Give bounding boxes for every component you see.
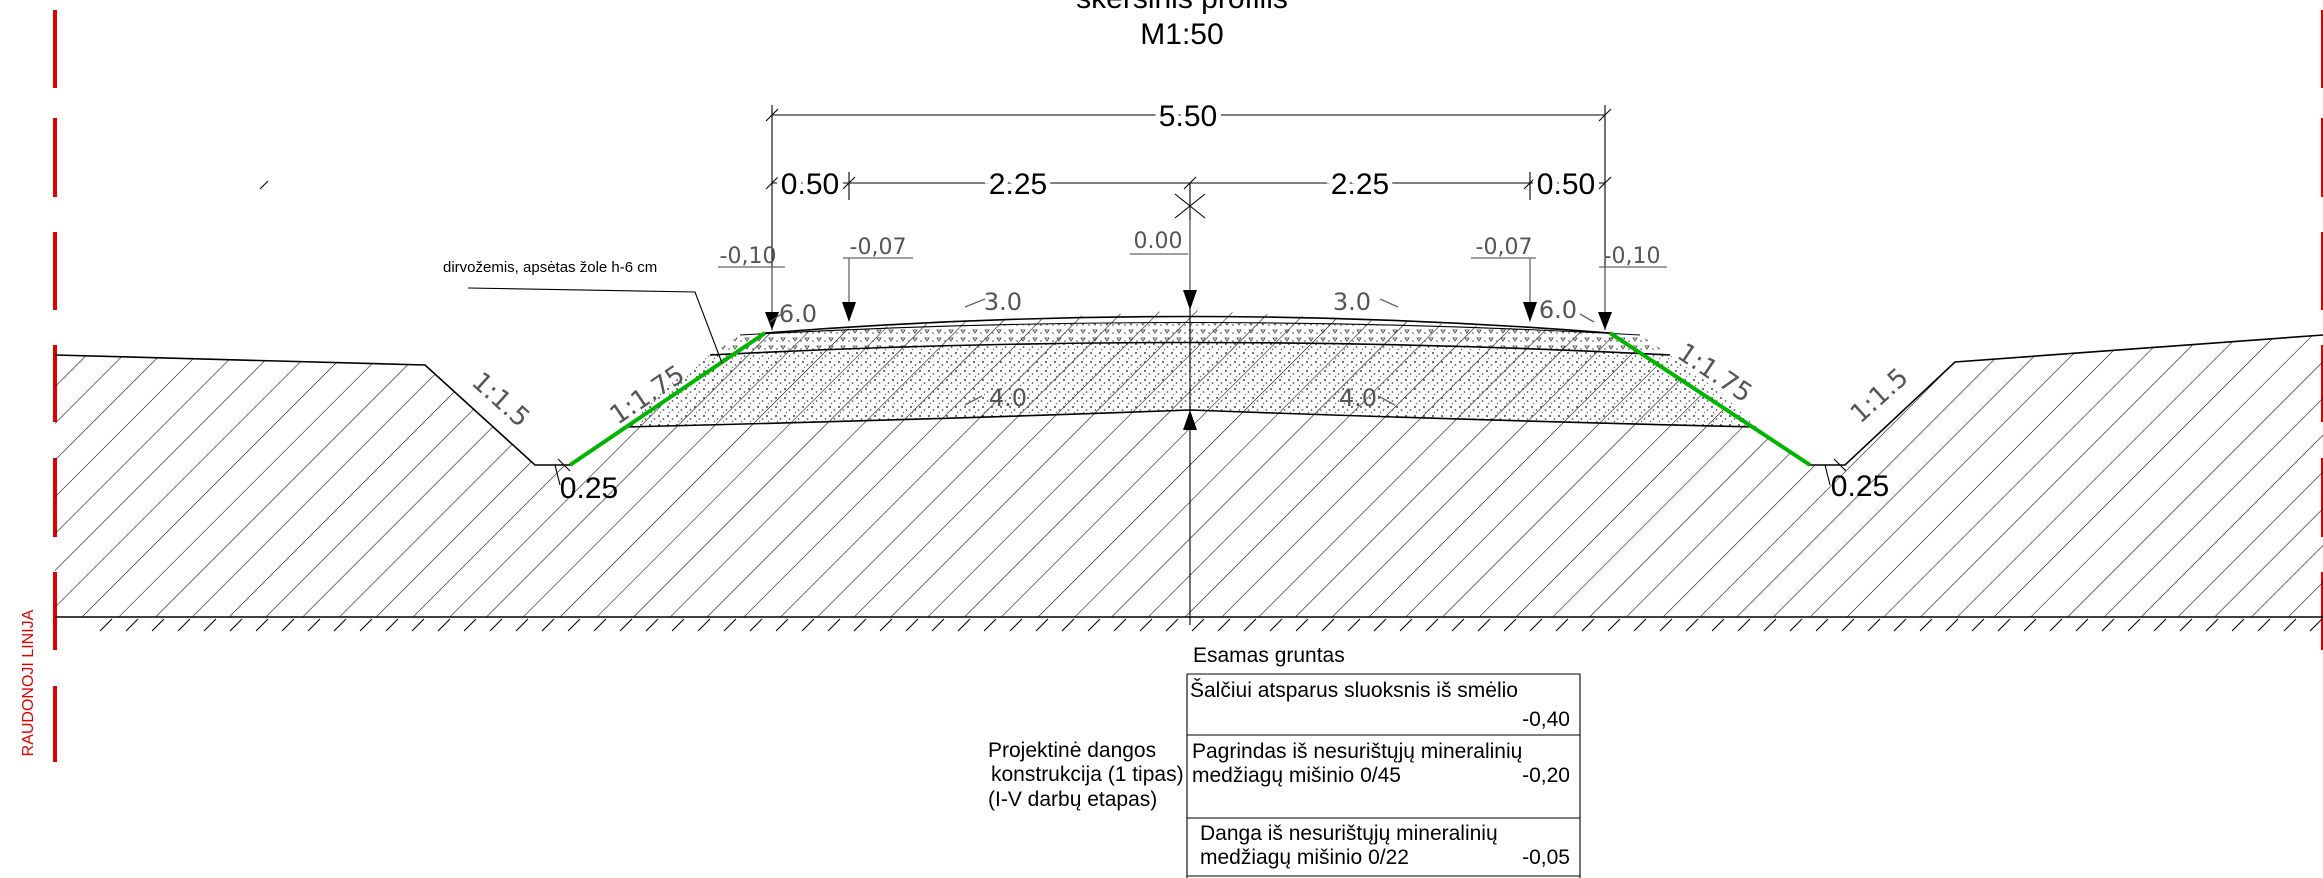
drawing-title: skersinis profilis: [1076, 0, 1288, 15]
dim-left-lane: 2.25: [989, 168, 1047, 201]
legend-title-line-1: Projektinė dangos: [988, 739, 1156, 762]
drawing-scale: M1:50: [1140, 18, 1223, 51]
legend-layer-2-line-1: Pagrindas iš nesurištųjų mineralinių: [1192, 740, 1522, 763]
ditch-dimension-marks: [535, 458, 1847, 486]
dim-left-ditch: 0.25: [560, 472, 618, 505]
legend-title-line-3: (I-V darbų etapas): [988, 788, 1157, 811]
dim-right-shoulder: 0.50: [1537, 168, 1595, 201]
legend-title-line-2: konstrukcija (1 tipas): [991, 763, 1184, 786]
dim-right-ditch: 0.25: [1831, 470, 1889, 503]
legend-layer-2-thickness: -0,20: [1522, 764, 1570, 787]
slope-left-base: 4.0: [989, 384, 1027, 412]
topsoil-leader: [467, 287, 723, 364]
legend-layer-1-thickness: -0,40: [1522, 708, 1570, 731]
ground-baseline-ticks: [99, 618, 2323, 632]
slope-right-shoulder: 6.0: [1539, 296, 1577, 324]
legend-layer-1-line-1: Šalčiui atsparus sluoksnis iš smėlio: [1190, 679, 1518, 702]
stray-tick: [259, 180, 269, 190]
dimension-lines: [765, 105, 1612, 625]
legend-table: [1186, 673, 1581, 878]
elevation-arrows: [765, 290, 1612, 430]
legend-layer-3-line-2: medžiagų mišinio 0/22: [1200, 846, 1409, 869]
elev-center: 0.00: [1134, 229, 1183, 254]
left-topsoil-slope: [568, 331, 767, 467]
legend-layer-3-thickness: -0,05: [1522, 846, 1570, 869]
dim-right-lane: 2.25: [1331, 168, 1389, 201]
elev-left-outer: -0,10: [720, 244, 777, 269]
dim-total: 5.50: [1159, 100, 1217, 133]
elev-left-inner: -0,07: [850, 235, 907, 260]
slope-right-base: 4.0: [1339, 384, 1377, 412]
slope-arrows: [769, 298, 1595, 406]
elev-right-inner: -0,07: [1476, 235, 1533, 260]
red-line-label: RAUDONOJI LINIJA: [20, 609, 37, 756]
slope-right-lane: 3.0: [1333, 288, 1371, 316]
elevation-markers: [718, 220, 1667, 312]
topsoil-note: dirvožemis, apsėtas žole h-6 cm: [443, 259, 657, 276]
surface-line: [764, 315, 1611, 334]
dim-left-shoulder: 0.50: [781, 168, 839, 201]
right-topsoil-slope: [1608, 331, 1812, 467]
legend-layer-2-line-2: medžiagų mišinio 0/45: [1192, 764, 1401, 787]
slope-left-shoulder: 6.0: [779, 300, 817, 328]
legend-layer-3-line-1: Danga iš nesurištųjų mineralinių: [1200, 822, 1498, 845]
slope-left-lane: 3.0: [984, 288, 1022, 316]
legend-existing-ground: Esamas gruntas: [1193, 644, 1345, 667]
elev-right-outer: -0,10: [1604, 244, 1661, 269]
